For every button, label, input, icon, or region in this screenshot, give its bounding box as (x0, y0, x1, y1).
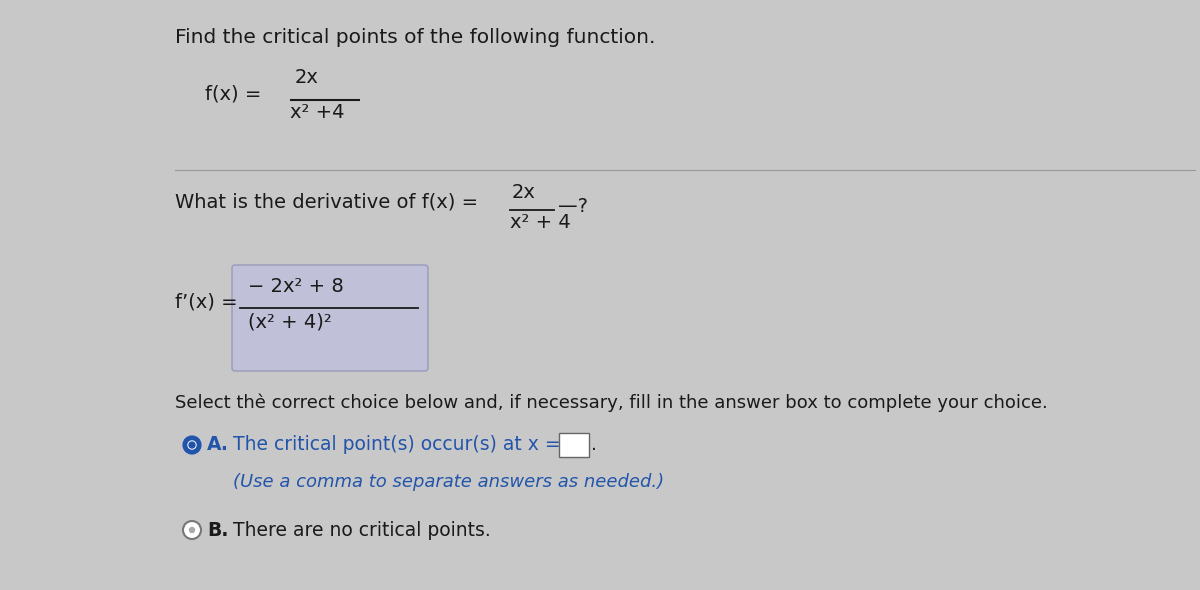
Text: A.: A. (208, 435, 229, 454)
Text: Select thè correct choice below and, if necessary, fill in the answer box to co: Select thè correct choice below and, if… (175, 393, 1048, 411)
FancyBboxPatch shape (559, 433, 589, 457)
Text: .: . (592, 435, 596, 454)
Text: Find the critical points of the following function.: Find the critical points of the followin… (175, 28, 655, 47)
Circle shape (190, 527, 194, 533)
Text: What is the derivative of f(x) =: What is the derivative of f(x) = (175, 193, 478, 212)
Text: − 2x² + 8: − 2x² + 8 (248, 277, 343, 296)
Text: f(x) =: f(x) = (205, 85, 262, 104)
Circle shape (188, 441, 196, 449)
Circle shape (190, 442, 194, 448)
Text: 2x: 2x (512, 183, 536, 202)
Text: (x² + 4)²: (x² + 4)² (248, 312, 331, 331)
Text: f’(x) =: f’(x) = (175, 293, 238, 312)
Text: —?: —? (558, 197, 588, 216)
Text: 2x: 2x (295, 68, 319, 87)
Text: B.: B. (208, 520, 228, 539)
Circle shape (182, 436, 202, 454)
Text: There are no critical points.: There are no critical points. (233, 520, 491, 539)
Text: The critical point(s) occur(s) at x =: The critical point(s) occur(s) at x = (233, 435, 560, 454)
Circle shape (182, 436, 202, 454)
Circle shape (182, 521, 202, 539)
Text: (Use a comma to separate answers as needed.): (Use a comma to separate answers as need… (233, 473, 664, 491)
FancyBboxPatch shape (232, 265, 428, 371)
Text: x² +4: x² +4 (290, 103, 344, 122)
Text: x² + 4: x² + 4 (510, 213, 571, 232)
